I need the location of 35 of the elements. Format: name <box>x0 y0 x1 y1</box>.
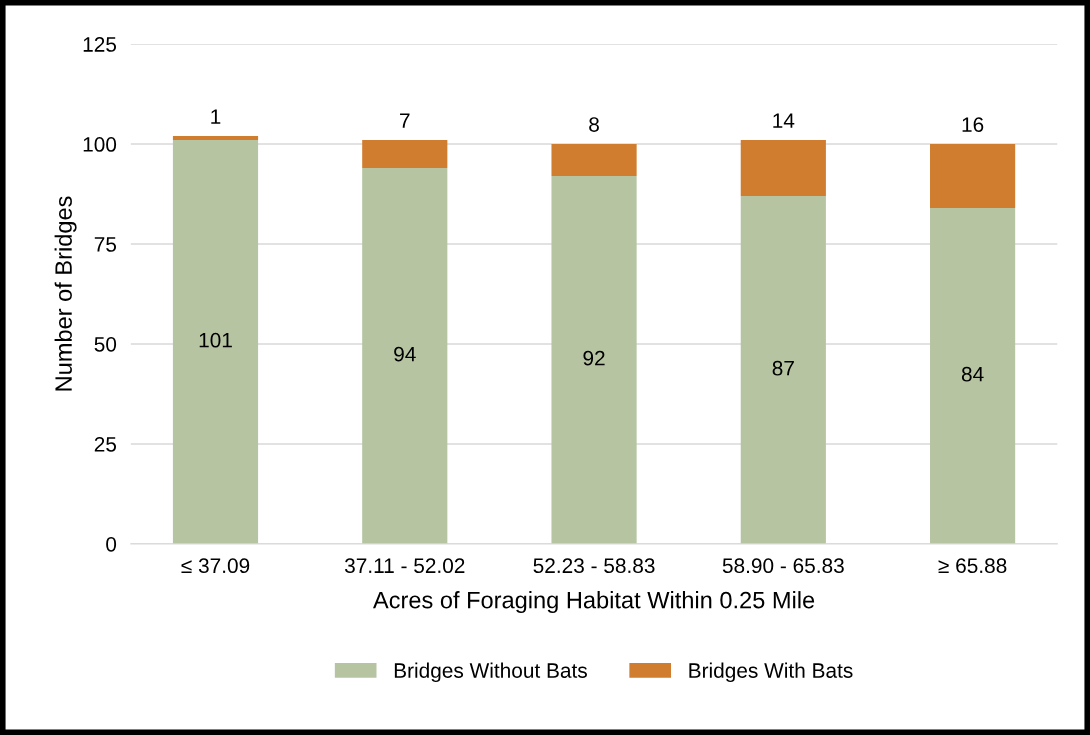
data-label: 87 <box>772 360 794 376</box>
bar <box>930 144 1016 209</box>
data-label: 16 <box>962 117 984 132</box>
x-tick-label: 37.11 - 52.02 <box>344 558 465 574</box>
bar <box>740 140 826 197</box>
bar <box>930 208 1016 544</box>
data-label: 8 <box>589 117 599 132</box>
bar <box>740 196 826 544</box>
data-label: 84 <box>961 366 984 382</box>
data-label: 14 <box>773 113 795 128</box>
data-label: 7 <box>400 113 410 128</box>
x-tick-label: 58.90 - 65.83 <box>722 558 844 574</box>
bar <box>362 140 448 169</box>
x-tick-label: 52.23 - 58.83 <box>533 558 655 574</box>
data-label: 94 <box>394 346 416 362</box>
legend-label: Bridges Without Bats <box>394 662 587 683</box>
bar <box>551 176 637 544</box>
y-tick-label: 25 <box>94 436 117 452</box>
y-tick-label: 100 <box>83 137 117 152</box>
data-label: 92 <box>583 350 605 366</box>
bar <box>172 136 259 141</box>
y-tick-label: 0 <box>106 536 117 552</box>
bar <box>362 168 448 544</box>
x-tick-label: ≥ 65.88 <box>938 558 1007 574</box>
y-tick-label: 50 <box>94 336 117 352</box>
data-label: 101 <box>199 332 232 348</box>
y-tick-label: 125 <box>83 37 117 52</box>
bar <box>551 144 637 177</box>
y-axis-title: Number of Bridges <box>54 196 77 391</box>
y-tick-label: 75 <box>94 237 117 252</box>
x-tick-label: ≤ 37.09 <box>181 558 250 574</box>
legend-label: Bridges With Bats <box>689 662 853 683</box>
bar <box>172 140 259 544</box>
data-label: 1 <box>211 109 221 124</box>
x-axis-title: Acres of Foraging Habitat Within 0.25 Mile <box>372 591 815 614</box>
